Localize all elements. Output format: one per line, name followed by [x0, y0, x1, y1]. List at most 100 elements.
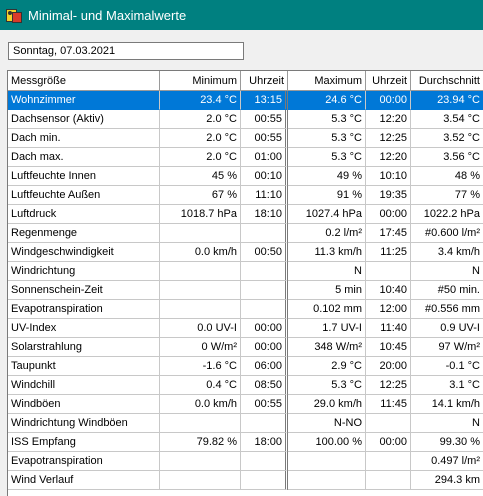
cell-measure: Evapotranspiration	[8, 300, 160, 319]
cell-minimum: 23.4 °C	[160, 91, 241, 110]
cell-average: #0.600 l/m²	[411, 224, 483, 243]
window-title: Minimal- und Maximalwerte	[28, 7, 187, 23]
table-row[interactable]: Sonnenschein-Zeit 5 min 10:40 #50 min.	[8, 281, 483, 300]
cell-minimum: 2.0 °C	[160, 110, 241, 129]
cell-min-time	[241, 452, 288, 471]
cell-measure: Windgeschwindigkeit	[8, 243, 160, 262]
column-header-minimum[interactable]: Minimum	[160, 71, 241, 91]
table-row[interactable]: Windgeschwindigkeit 0.0 km/h 00:50 11.3 km/…	[8, 243, 483, 262]
cell-maximum: 1027.4 hPa	[288, 205, 366, 224]
table-row[interactable]: Regenmenge 0.2 l/m² 17:45 #0.600 l/m²	[8, 224, 483, 243]
cell-min-time: 00:10	[241, 167, 288, 186]
cell-measure: Wind Verlauf	[8, 471, 160, 490]
cell-maximum: 0.2 l/m²	[288, 224, 366, 243]
table-row[interactable]: Luftfeuchte Außen 67 % 11:10 91 % 19:35 77 %	[8, 186, 483, 205]
cell-minimum: 0.0 km/h	[160, 243, 241, 262]
cell-average: 3.4 km/h	[411, 243, 483, 262]
cell-minimum: 45 %	[160, 167, 241, 186]
cell-measure: Windböen	[8, 395, 160, 414]
cell-minimum	[160, 224, 241, 243]
cell-max-time: 12:20	[366, 110, 411, 129]
cell-average: 3.52 °C	[411, 129, 483, 148]
cell-maximum: 5.3 °C	[288, 110, 366, 129]
table-row[interactable]: Luftfeuchte Innen 45 % 00:10 49 % 10:10 48 %	[8, 167, 483, 186]
cell-min-time	[241, 471, 288, 490]
cell-min-time	[241, 281, 288, 300]
values-table: Messgröße Minimum Uhrzeit Maximum Uhrzeit Dur…	[7, 70, 483, 496]
cell-minimum	[160, 262, 241, 281]
cell-max-time: 10:45	[366, 338, 411, 357]
cell-average: 1022.2 hPa	[411, 205, 483, 224]
table-row[interactable]: Luftdruck 1018.7 hPa 18:10 1027.4 hPa 00:00 1…	[8, 205, 483, 224]
table-row[interactable]: Evapotranspiration 0.497 l/m²	[8, 452, 483, 471]
cell-minimum: 2.0 °C	[160, 129, 241, 148]
table-row[interactable]: Windrichtung Windböen N-NO N	[8, 414, 483, 433]
column-header-measure[interactable]: Messgröße	[8, 71, 160, 91]
column-header-maximum[interactable]: Maximum	[288, 71, 366, 91]
cell-average: 97 W/m²	[411, 338, 483, 357]
cell-average: N	[411, 262, 483, 281]
table-row[interactable]: Taupunkt -1.6 °C 06:00 2.9 °C 20:00 -0.1 °C	[8, 357, 483, 376]
cell-maximum: 29.0 km/h	[288, 395, 366, 414]
cell-maximum: 348 W/m²	[288, 338, 366, 357]
table-row[interactable]: UV-Index 0.0 UV-I 00:00 1.7 UV-I 11:40 0.9 UV…	[8, 319, 483, 338]
cell-min-time: 18:10	[241, 205, 288, 224]
cell-minimum: 1018.7 hPa	[160, 205, 241, 224]
cell-max-time: 12:25	[366, 129, 411, 148]
cell-max-time: 11:45	[366, 395, 411, 414]
cell-measure: Luftfeuchte Außen	[8, 186, 160, 205]
cell-min-time: 00:00	[241, 338, 288, 357]
date-field[interactable]: Sonntag, 07.03.2021	[8, 42, 244, 60]
cell-measure: Dach max.	[8, 148, 160, 167]
table-row[interactable]: Windrichtung N N	[8, 262, 483, 281]
cell-max-time: 10:40	[366, 281, 411, 300]
table-header: Messgröße Minimum Uhrzeit Maximum Uhrzeit Dur…	[8, 71, 483, 91]
column-header-max-time[interactable]: Uhrzeit	[366, 71, 411, 91]
cell-average: 23.94 °C	[411, 91, 483, 110]
table-row[interactable]: Windböen 0.0 km/h 00:55 29.0 km/h 11:45 14.1 …	[8, 395, 483, 414]
chart-app-icon[interactable]	[6, 7, 22, 23]
cell-max-time: 12:00	[366, 300, 411, 319]
cell-minimum: 2.0 °C	[160, 148, 241, 167]
table-row[interactable]: Windchill 0.4 °C 08:50 5.3 °C 12:25 3.1 °C	[8, 376, 483, 395]
table-row[interactable]: Dach min. 2.0 °C 00:55 5.3 °C 12:25 3.52 °C	[8, 129, 483, 148]
cell-max-time	[366, 262, 411, 281]
cell-measure: Dach min.	[8, 129, 160, 148]
cell-max-time: 11:40	[366, 319, 411, 338]
cell-min-time	[241, 414, 288, 433]
table-row[interactable]: Evapotranspiration 0.102 mm 12:00 #0.556 mm	[8, 300, 483, 319]
table-row[interactable]: ISS Empfang 79.82 % 18:00 100.00 % 00:00 99.3…	[8, 433, 483, 452]
column-header-average[interactable]: Durchschnitt	[411, 71, 483, 91]
table-row[interactable]: Wohnzimmer 23.4 °C 13:15 24.6 °C 00:00 23.94 …	[8, 91, 483, 110]
cell-maximum: 24.6 °C	[288, 91, 366, 110]
column-header-min-time[interactable]: Uhrzeit	[241, 71, 288, 91]
table-row[interactable]: Dach max. 2.0 °C 01:00 5.3 °C 12:20 3.56 °C	[8, 148, 483, 167]
cell-measure: Windrichtung	[8, 262, 160, 281]
cell-minimum: -1.6 °C	[160, 357, 241, 376]
cell-average: 99.30 %	[411, 433, 483, 452]
cell-maximum: 5.3 °C	[288, 376, 366, 395]
cell-measure: Luftfeuchte Innen	[8, 167, 160, 186]
cell-max-time: 10:10	[366, 167, 411, 186]
table-row[interactable]: Wind Verlauf 294.3 km	[8, 471, 483, 490]
cell-maximum: 0.102 mm	[288, 300, 366, 319]
cell-measure: Luftdruck	[8, 205, 160, 224]
cell-min-time: 00:55	[241, 110, 288, 129]
cell-measure: Regenmenge	[8, 224, 160, 243]
cell-measure: Solarstrahlung	[8, 338, 160, 357]
table-row[interactable]: Solarstrahlung 0 W/m² 00:00 348 W/m² 10:45 97…	[8, 338, 483, 357]
cell-maximum: 5 min	[288, 281, 366, 300]
cell-min-time: 13:15	[241, 91, 288, 110]
cell-maximum: 5.3 °C	[288, 129, 366, 148]
cell-maximum: 2.9 °C	[288, 357, 366, 376]
cell-minimum: 0.4 °C	[160, 376, 241, 395]
cell-measure: Evapotranspiration	[8, 452, 160, 471]
cell-max-time: 12:20	[366, 148, 411, 167]
cell-average: 0.9 UV-I	[411, 319, 483, 338]
cell-minimum	[160, 300, 241, 319]
cell-max-time: 20:00	[366, 357, 411, 376]
table-row[interactable]: Dachsensor (Aktiv) 2.0 °C 00:55 5.3 °C 12:20…	[8, 110, 483, 129]
cell-measure: Sonnenschein-Zeit	[8, 281, 160, 300]
cell-measure: Wohnzimmer	[8, 91, 160, 110]
cell-minimum: 0 W/m²	[160, 338, 241, 357]
